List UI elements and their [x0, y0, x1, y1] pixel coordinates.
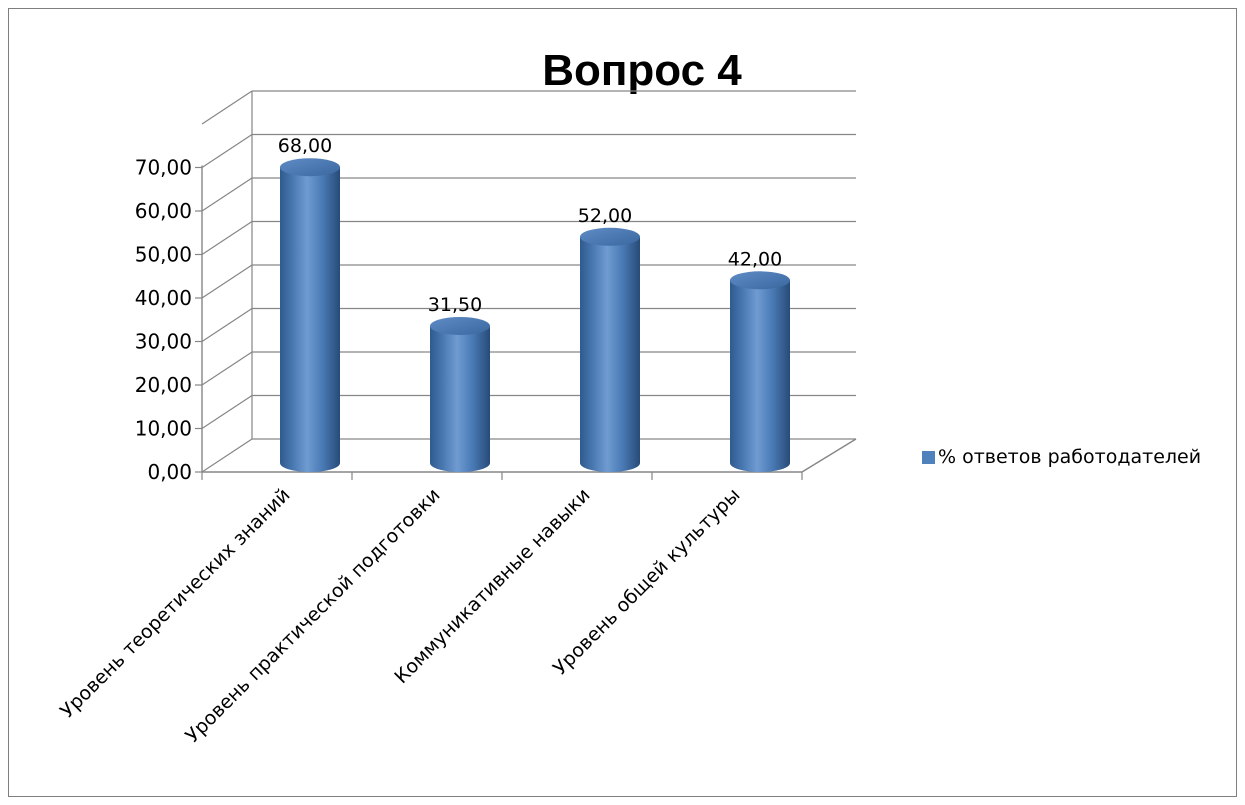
chart-title: Вопрос 4 — [542, 46, 742, 95]
axes — [201, 165, 857, 480]
y-tick-label: 70,00 — [135, 156, 192, 180]
floor-right-edge — [801, 438, 857, 473]
chart-canvas: Вопрос 4 0,00 10,00 20,00 30,00 40,00 50,00 60… — [56, 46, 1201, 747]
y-axis-ticks: 0,00 10,00 20,00 30,00 40,00 50,00 60,00 70,00 — [135, 156, 202, 484]
side-gridline — [201, 264, 253, 299]
category-label: Уровень практической подготовки — [181, 484, 444, 747]
bar — [280, 158, 340, 472]
gridlines — [201, 90, 856, 473]
bar-body — [730, 280, 790, 472]
side-gridline — [201, 177, 253, 212]
data-label: 42,00 — [728, 248, 782, 270]
bar-top — [730, 271, 790, 290]
legend-label: % ответов работодателей — [938, 446, 1201, 468]
y-tick-label: 10,00 — [135, 417, 192, 441]
data-label: 52,00 — [578, 205, 632, 227]
bar — [430, 316, 490, 472]
bar-top — [430, 316, 490, 335]
legend: % ответов работодателей — [922, 446, 1201, 468]
data-label: 31,50 — [428, 294, 482, 316]
legend-swatch — [922, 451, 935, 464]
side-gridline — [201, 220, 253, 256]
y-tick-label: 30,00 — [135, 330, 192, 354]
side-gridline — [201, 307, 253, 343]
side-gridline — [201, 351, 253, 386]
y-tick-label: 60,00 — [135, 199, 192, 223]
y-tick-label: 50,00 — [135, 243, 192, 267]
side-gridline — [201, 394, 253, 430]
bar-body — [430, 325, 490, 472]
chart-area: Вопрос 4 0,00 10,00 20,00 30,00 40,00 50,00 60… — [8, 8, 1237, 797]
side-gridline — [201, 90, 253, 125]
data-labels: 68,00 31,50 52,00 42,00 — [278, 135, 782, 316]
y-tick-label: 0,00 — [147, 460, 192, 484]
bars — [280, 158, 790, 472]
data-label: 68,00 — [278, 135, 332, 157]
bar — [730, 271, 790, 472]
bar-top — [580, 227, 640, 246]
bar-top — [280, 158, 340, 177]
y-tick-label: 40,00 — [135, 286, 192, 310]
bar — [580, 227, 640, 472]
y-tick-label: 20,00 — [135, 373, 192, 397]
side-gridline — [201, 438, 253, 473]
bar-body — [280, 167, 340, 472]
category-label: Уровень теоретических знаний — [56, 484, 294, 722]
bar-body — [580, 236, 640, 472]
side-gridline — [201, 133, 253, 169]
